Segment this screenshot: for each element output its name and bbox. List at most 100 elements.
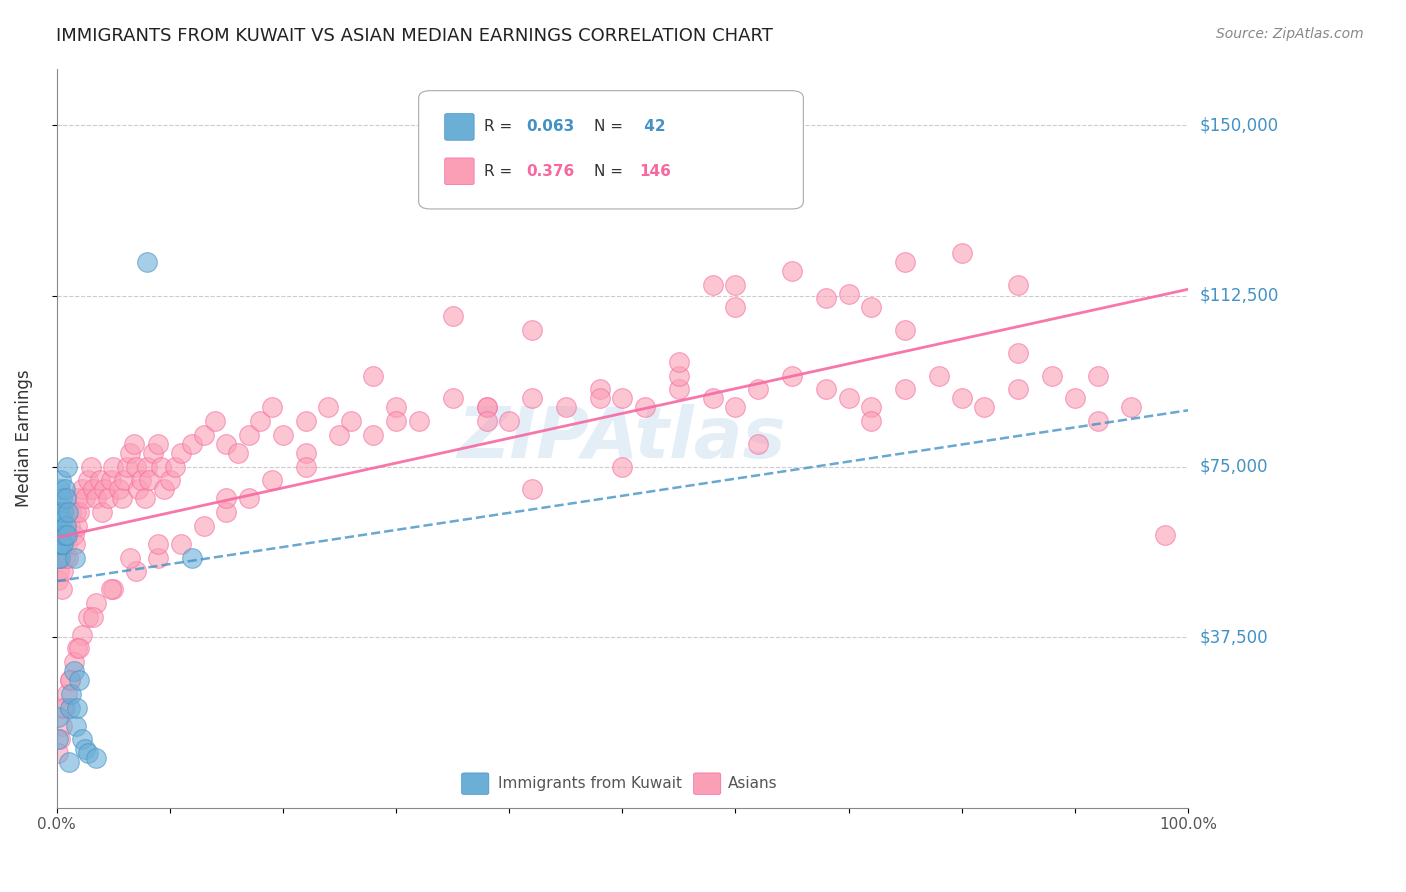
Point xyxy=(385,414,408,428)
Point xyxy=(294,414,316,428)
Point xyxy=(498,414,520,428)
Point xyxy=(65,505,87,519)
Point xyxy=(1064,392,1087,406)
Point xyxy=(702,392,724,406)
Point xyxy=(260,401,283,415)
Point xyxy=(149,459,172,474)
Point xyxy=(79,459,101,474)
Point xyxy=(226,446,249,460)
Point xyxy=(73,741,96,756)
FancyBboxPatch shape xyxy=(444,158,474,185)
Point xyxy=(48,564,70,578)
Point xyxy=(90,505,112,519)
Point xyxy=(894,255,917,269)
Point xyxy=(181,437,204,451)
Point xyxy=(838,286,860,301)
Point xyxy=(238,491,260,506)
Point xyxy=(894,323,917,337)
Point xyxy=(84,491,107,506)
Point xyxy=(93,483,115,497)
Point xyxy=(77,609,100,624)
Point xyxy=(62,664,84,678)
Text: 0.376: 0.376 xyxy=(526,164,575,178)
Point xyxy=(82,483,104,497)
Point xyxy=(55,491,77,506)
Point xyxy=(46,518,69,533)
Point xyxy=(780,264,803,278)
Point xyxy=(101,582,124,597)
Point xyxy=(1121,401,1143,415)
FancyBboxPatch shape xyxy=(419,91,803,209)
Text: Source: ZipAtlas.com: Source: ZipAtlas.com xyxy=(1216,27,1364,41)
Point xyxy=(589,392,612,406)
Point xyxy=(215,491,238,506)
Text: 146: 146 xyxy=(640,164,671,178)
Point xyxy=(48,537,70,551)
Point xyxy=(724,277,747,292)
Point xyxy=(46,732,69,747)
Point xyxy=(215,437,238,451)
Point xyxy=(49,505,72,519)
Text: $75,000: $75,000 xyxy=(1199,458,1268,475)
Point xyxy=(860,301,883,315)
Point xyxy=(127,483,149,497)
FancyBboxPatch shape xyxy=(693,773,721,795)
Point xyxy=(52,700,75,714)
Text: $37,500: $37,500 xyxy=(1199,628,1268,646)
Point xyxy=(215,505,238,519)
Point xyxy=(101,459,124,474)
Point xyxy=(928,368,950,383)
Point xyxy=(612,459,634,474)
Point xyxy=(814,291,837,305)
Point xyxy=(53,550,76,565)
Text: $112,500: $112,500 xyxy=(1199,287,1278,305)
Y-axis label: Median Earnings: Median Earnings xyxy=(15,369,32,507)
Point xyxy=(238,427,260,442)
Point xyxy=(51,582,73,597)
Point xyxy=(1007,382,1029,396)
Point xyxy=(49,550,72,565)
Point xyxy=(814,382,837,396)
Point xyxy=(1040,368,1063,383)
Point xyxy=(339,414,361,428)
Point xyxy=(1154,528,1177,542)
Point xyxy=(59,673,82,688)
Point xyxy=(59,673,82,688)
FancyBboxPatch shape xyxy=(461,773,489,795)
Text: N =: N = xyxy=(595,120,628,135)
Point xyxy=(860,414,883,428)
Point xyxy=(70,732,93,747)
Point xyxy=(46,709,69,723)
Point xyxy=(56,550,79,565)
Point xyxy=(138,473,160,487)
Point xyxy=(702,277,724,292)
Point xyxy=(1087,368,1109,383)
Point xyxy=(53,700,76,714)
Point xyxy=(53,528,76,542)
Text: $150,000: $150,000 xyxy=(1199,116,1278,135)
Point xyxy=(120,446,142,460)
Point xyxy=(860,401,883,415)
Point xyxy=(66,641,89,656)
Point xyxy=(1087,414,1109,428)
Point xyxy=(122,437,145,451)
Point xyxy=(70,483,93,497)
Point xyxy=(46,528,69,542)
Point xyxy=(82,609,104,624)
Point xyxy=(271,427,294,442)
Point xyxy=(385,401,408,415)
Point xyxy=(58,755,80,769)
Point xyxy=(115,459,138,474)
Point xyxy=(125,459,148,474)
Point xyxy=(1007,346,1029,360)
Point xyxy=(48,505,70,519)
Point xyxy=(554,401,576,415)
Point xyxy=(475,414,498,428)
Point xyxy=(52,564,75,578)
Point xyxy=(89,473,111,487)
Point xyxy=(84,596,107,610)
Point xyxy=(193,427,215,442)
Point xyxy=(134,491,156,506)
Point xyxy=(668,355,690,369)
Point xyxy=(148,537,170,551)
